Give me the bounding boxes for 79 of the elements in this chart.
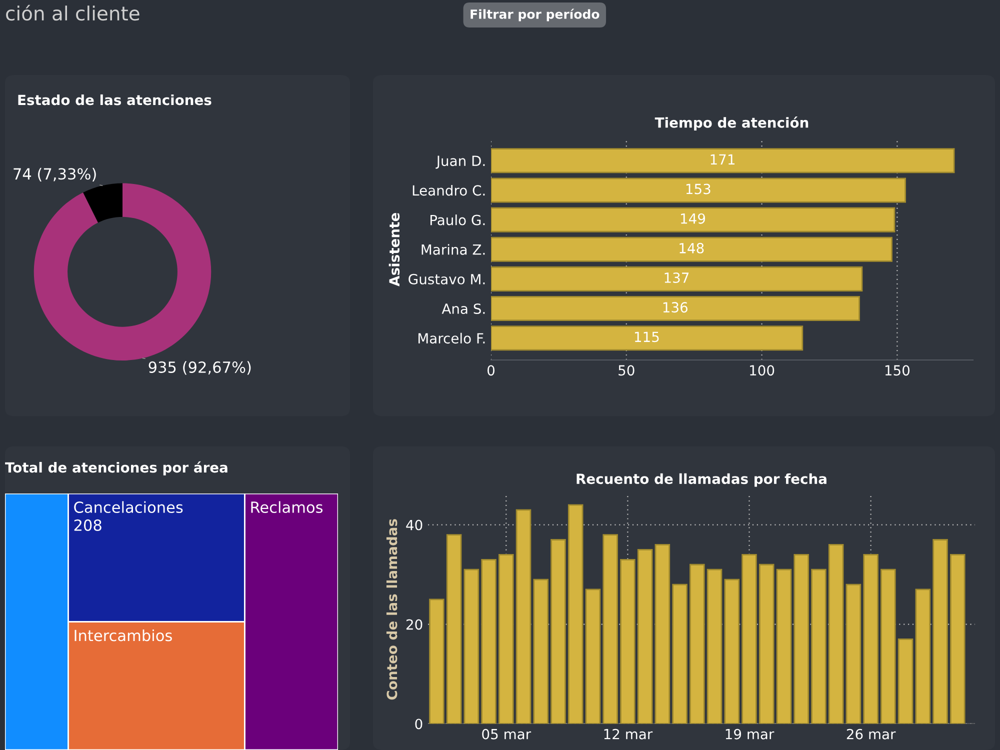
donut-slice — [34, 183, 212, 361]
data-label: 153 — [686, 184, 710, 194]
y-tick-label: 20 — [406, 619, 422, 630]
bar — [950, 554, 966, 724]
bar — [491, 236, 892, 262]
y-tick-label: 0 — [415, 718, 422, 730]
bar — [672, 584, 688, 724]
bar — [776, 568, 792, 724]
bar — [516, 509, 532, 724]
bar — [602, 534, 618, 724]
bar — [880, 568, 896, 724]
x-tick-label: 19 mar — [726, 728, 774, 740]
bar — [742, 554, 757, 724]
y-tick-label: 40 — [406, 520, 422, 530]
data-label: 171 — [710, 154, 734, 164]
bar — [491, 326, 804, 351]
bar — [915, 588, 931, 724]
bar — [550, 539, 566, 724]
bar — [446, 534, 462, 724]
data-label: 149 — [681, 213, 706, 224]
bar — [811, 568, 826, 724]
bar — [898, 638, 914, 724]
bar — [491, 178, 906, 203]
bar — [846, 584, 862, 724]
bar — [481, 558, 496, 724]
data-label: 136 — [663, 302, 688, 313]
bar — [758, 564, 774, 724]
chart-title: Tiempo de atención — [654, 116, 808, 131]
bar — [429, 598, 444, 724]
text: Filtrar por período — [470, 8, 600, 22]
chart-title: Recuento de llamadas por fecha — [576, 473, 826, 487]
y-tick-label: Marcelo F. — [418, 332, 485, 344]
bar — [637, 549, 653, 724]
bar — [620, 558, 636, 724]
bar — [932, 539, 948, 724]
chart-title: Estado de las atenciones — [18, 94, 212, 106]
bar — [585, 588, 601, 724]
text: Total de atenciones por área — [5, 461, 228, 476]
bar — [464, 568, 480, 724]
category-label: Reclamos — [251, 501, 323, 514]
bar — [794, 554, 809, 724]
y-axis-title: Asistente — [388, 213, 400, 286]
x-tick-label: 50 — [618, 365, 634, 376]
bar — [568, 504, 584, 724]
bar — [491, 296, 860, 322]
bar — [863, 554, 878, 724]
category-label: Intercambios — [74, 629, 172, 642]
data-label: 137 — [664, 272, 689, 283]
bar — [491, 266, 863, 292]
donut-slice — [83, 183, 122, 223]
data-label: 148 — [680, 242, 704, 254]
y-tick-label: Ana S. — [442, 304, 485, 314]
data-label: 935 (92,67%) — [148, 361, 251, 375]
y-tick-label: Marina Z. — [422, 244, 485, 255]
y-axis-title: Conteo de las llamadas — [386, 519, 398, 700]
bar — [828, 544, 844, 724]
bar — [498, 554, 514, 724]
x-tick-label: 150 — [885, 365, 910, 376]
data-label: 115 — [634, 332, 659, 342]
y-tick-label: Gustavo M. — [408, 274, 485, 284]
data-label: 74 (7,33%) — [14, 168, 96, 182]
x-tick-label: 100 — [750, 365, 774, 376]
bar — [724, 578, 740, 724]
text: ción al cliente — [6, 4, 140, 21]
x-tick-label: 12 mar — [604, 728, 653, 740]
y-tick-label: Juan D. — [436, 156, 485, 169]
x-tick-label: 26 mar — [846, 728, 896, 740]
y-tick-label: Leandro C. — [412, 184, 485, 196]
bar — [533, 578, 549, 724]
bar — [706, 568, 722, 724]
x-tick-label: 05 mar — [482, 728, 532, 740]
bar — [654, 544, 670, 724]
bar — [491, 148, 955, 174]
bar — [491, 207, 896, 232]
x-tick-label: 0 — [487, 365, 494, 376]
data-label: 208 — [74, 519, 102, 531]
y-tick-label: Paulo G. — [430, 214, 485, 226]
bar — [690, 564, 705, 724]
category-label: Cancelaciones — [74, 501, 183, 514]
